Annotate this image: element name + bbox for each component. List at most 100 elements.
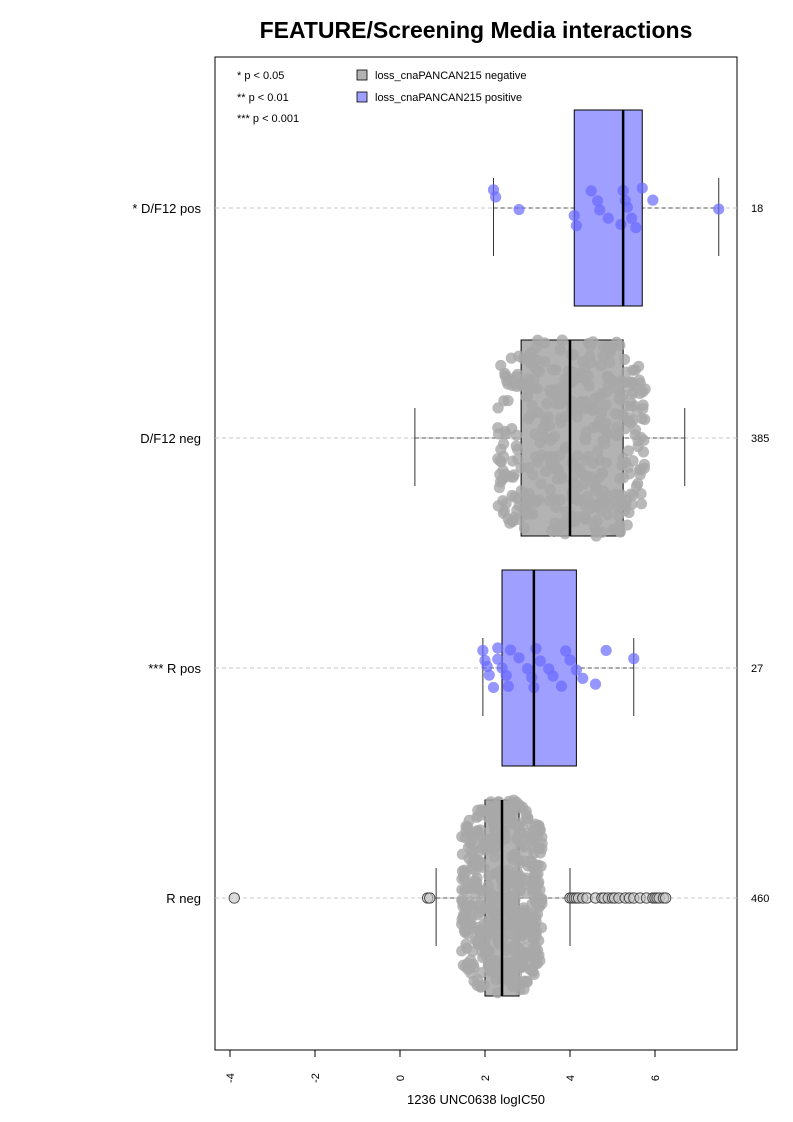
x-tick-label: 6 (650, 1075, 662, 1081)
data-point (620, 498, 632, 510)
data-point (618, 353, 631, 366)
data-point (597, 422, 609, 434)
data-point (534, 655, 546, 667)
data-point (540, 465, 552, 477)
data-point (461, 821, 473, 833)
group-count: 460 (751, 893, 769, 905)
data-point (504, 644, 517, 656)
data-point (602, 212, 614, 224)
data-point (558, 516, 570, 528)
data-point (521, 847, 533, 859)
x-tick-label: 2 (480, 1075, 492, 1081)
data-point (478, 862, 490, 874)
data-point (505, 814, 517, 826)
data-point (474, 899, 486, 911)
x-axis-label: 1236 UNC0638 logIC50 (407, 1092, 545, 1107)
data-point (502, 513, 514, 525)
data-point (518, 902, 530, 914)
data-point (502, 378, 514, 390)
data-point (600, 644, 612, 657)
data-point (620, 381, 633, 393)
data-point (594, 204, 606, 216)
data-point (579, 434, 592, 446)
data-point (596, 526, 608, 538)
data-point (605, 342, 617, 355)
data-point (482, 945, 494, 957)
data-point (517, 961, 529, 973)
legend-label-positive: loss_cnaPANCAN215 positive (375, 92, 522, 104)
plot-frame (214, 56, 738, 1051)
data-point (568, 468, 580, 480)
data-point (585, 185, 597, 197)
data-point (525, 833, 537, 846)
data-point (597, 467, 609, 479)
grid-layer (215, 207, 737, 899)
data-point (507, 471, 519, 483)
data-point (499, 367, 511, 380)
group-count: 18 (751, 203, 763, 215)
data-point (468, 854, 480, 866)
data-point (615, 218, 627, 231)
data-point (515, 461, 527, 474)
data-point (462, 904, 474, 916)
data-point (580, 513, 592, 525)
outlier-point (659, 892, 672, 904)
data-point (544, 484, 556, 496)
chart-title: FEATURE/Screening Media interactions (260, 17, 693, 43)
data-point (565, 349, 577, 361)
data-point (488, 906, 500, 918)
data-point (532, 859, 544, 871)
data-point (597, 485, 610, 497)
data-point (530, 643, 542, 655)
data-point (554, 344, 566, 356)
pvalue-legend-item: * p < 0.05 (237, 70, 284, 82)
data-point (535, 478, 547, 490)
data-point (637, 399, 649, 411)
pvalue-legend-item: ** p < 0.01 (237, 92, 289, 104)
data-point (521, 976, 533, 988)
data-point (512, 830, 524, 842)
data-point (534, 847, 546, 859)
data-point (539, 337, 551, 349)
data-point (633, 463, 646, 476)
data-point (492, 653, 504, 665)
data-point (469, 864, 482, 877)
data-point (489, 842, 501, 854)
category-label: D/F12 neg (140, 431, 201, 446)
data-point (630, 222, 642, 234)
data-point (619, 423, 631, 435)
data-point (592, 195, 604, 207)
legend-swatch-negative (356, 69, 368, 81)
data-point (624, 400, 636, 412)
data-point (570, 664, 582, 676)
data-point (487, 681, 500, 694)
data-point (522, 413, 535, 425)
data-point (537, 423, 549, 435)
data-point (541, 398, 553, 410)
x-tick-label: -4 (225, 1073, 237, 1083)
data-point (521, 951, 533, 963)
data-point (536, 894, 548, 906)
data-point (476, 805, 488, 817)
data-point (529, 870, 541, 882)
data-point (565, 376, 577, 388)
data-point (634, 377, 646, 389)
data-point (526, 671, 538, 684)
data-point (492, 402, 504, 414)
data-point (511, 504, 523, 516)
data-point (533, 934, 545, 947)
data-point (482, 879, 494, 892)
data-point (484, 926, 496, 939)
data-point (621, 201, 633, 213)
y-axis-labels: R neg *** R pos D/F12 neg * D/F12 pos (132, 201, 201, 906)
data-point (476, 926, 488, 938)
data-point (460, 961, 472, 973)
legend-label-negative: loss_cnaPANCAN215 negative (375, 70, 526, 82)
data-point (568, 209, 580, 222)
data-point (559, 528, 571, 540)
data-point (522, 390, 534, 402)
data-point (560, 645, 572, 657)
data-point (550, 364, 562, 376)
